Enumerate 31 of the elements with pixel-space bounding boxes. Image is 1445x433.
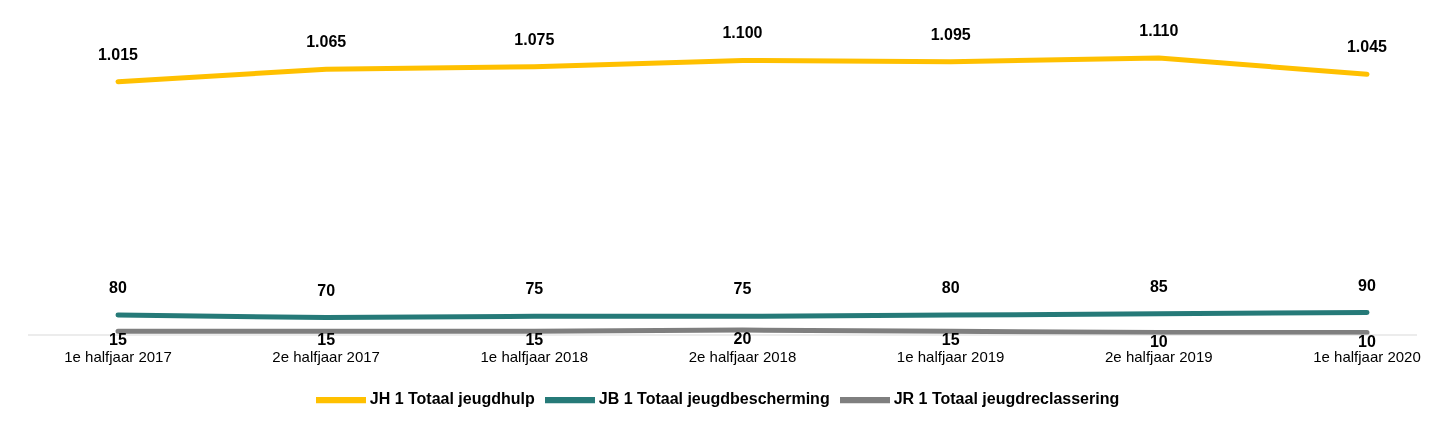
x-tick-label: 2e halfjaar 2018	[688, 347, 797, 365]
data-label: 10	[1358, 332, 1376, 350]
data-label: 20	[733, 330, 752, 348]
legend-label: JR 1 Totaal jeugdreclassering	[893, 390, 1120, 408]
legend-label: JH 1 Totaal jeugdhulp	[369, 390, 535, 408]
data-label: 1.065	[306, 33, 347, 51]
data-label: 75	[733, 280, 752, 298]
x-tick-label: 1e halfjaar 2018	[480, 347, 589, 365]
x-tick-label: 1e halfjaar 2020	[1313, 347, 1421, 365]
data-label: 80	[109, 279, 127, 297]
data-label: 15	[109, 331, 127, 349]
data-label: 15	[525, 331, 544, 349]
legend-label: JB 1 Totaal jeugdbescherming	[598, 390, 830, 408]
x-tick-label: 2e halfjaar 2017	[272, 347, 380, 365]
x-tick-label: 1e halfjaar 2017	[64, 347, 172, 365]
data-label: 1.095	[930, 25, 971, 43]
x-tick-label: 1e halfjaar 2019	[896, 347, 1005, 365]
data-label: 15	[941, 331, 960, 349]
data-label: 80	[941, 279, 960, 297]
data-label: 1.015	[97, 45, 139, 63]
data-label: 1.110	[1139, 22, 1179, 39]
data-label: 70	[317, 281, 336, 299]
data-label: 1.045	[1346, 38, 1388, 56]
data-label: 85	[1149, 277, 1168, 295]
data-label: 1.075	[514, 30, 555, 48]
x-tick-label: 2e halfjaar 2019	[1105, 347, 1213, 365]
data-label: 90	[1358, 276, 1376, 294]
data-label: 1.100	[722, 24, 763, 42]
data-label: 75	[525, 280, 544, 298]
data-label: 10	[1149, 332, 1168, 350]
data-label: 15	[317, 331, 336, 349]
